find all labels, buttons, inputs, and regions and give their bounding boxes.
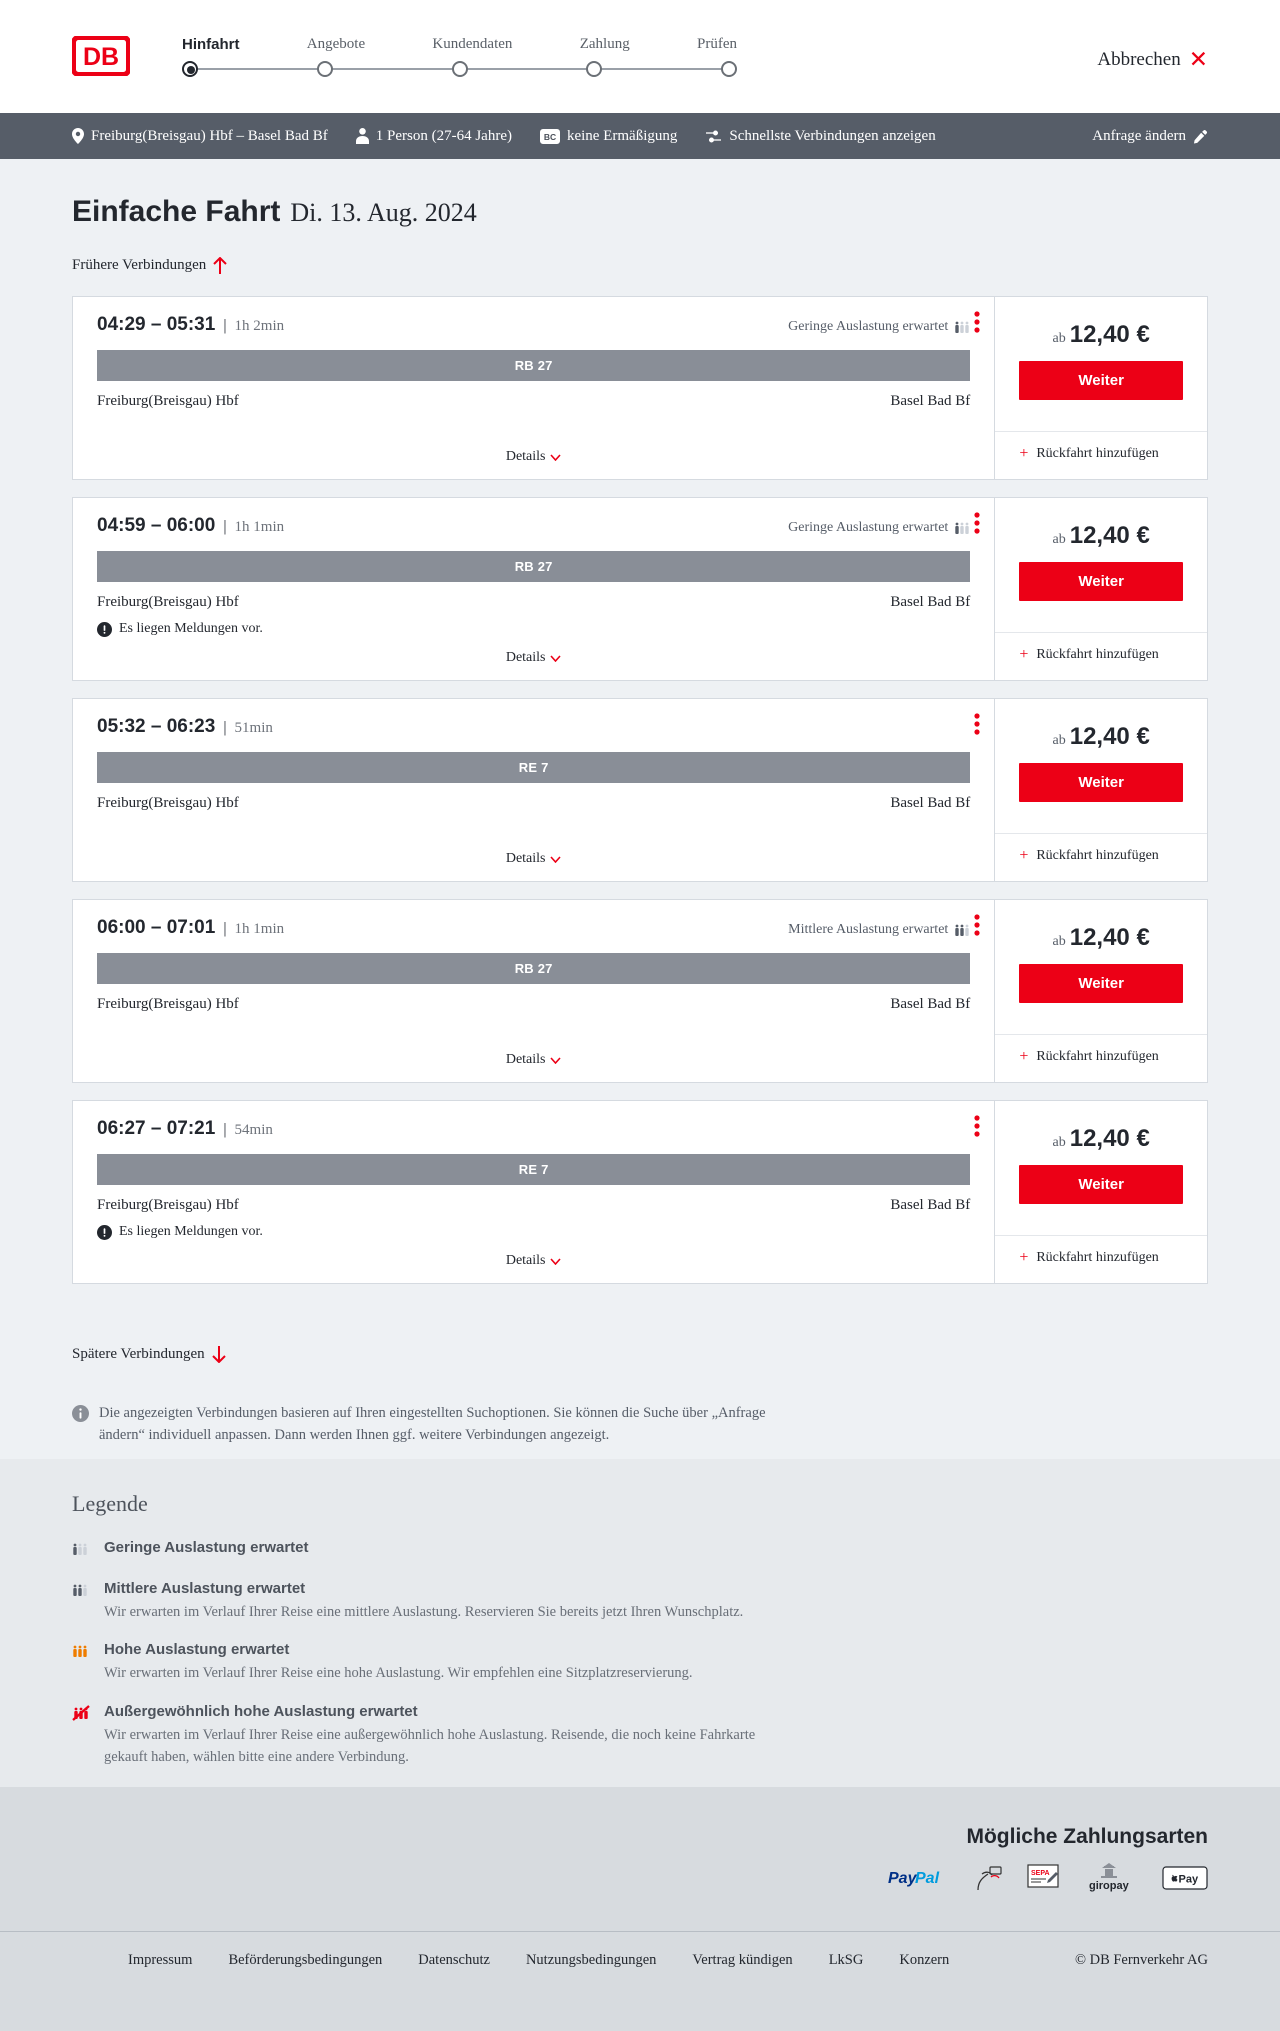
svg-text:Pay: Pay [1179, 1873, 1199, 1885]
svg-text:DB: DB [83, 43, 119, 71]
svg-text:Pal: Pal [915, 1870, 940, 1887]
svg-text:Pay: Pay [888, 1870, 918, 1887]
svg-text:SEPA: SEPA [1031, 1870, 1050, 1877]
svg-text:giropay: giropay [1089, 1880, 1130, 1892]
svg-text:BC: BC [544, 131, 556, 141]
